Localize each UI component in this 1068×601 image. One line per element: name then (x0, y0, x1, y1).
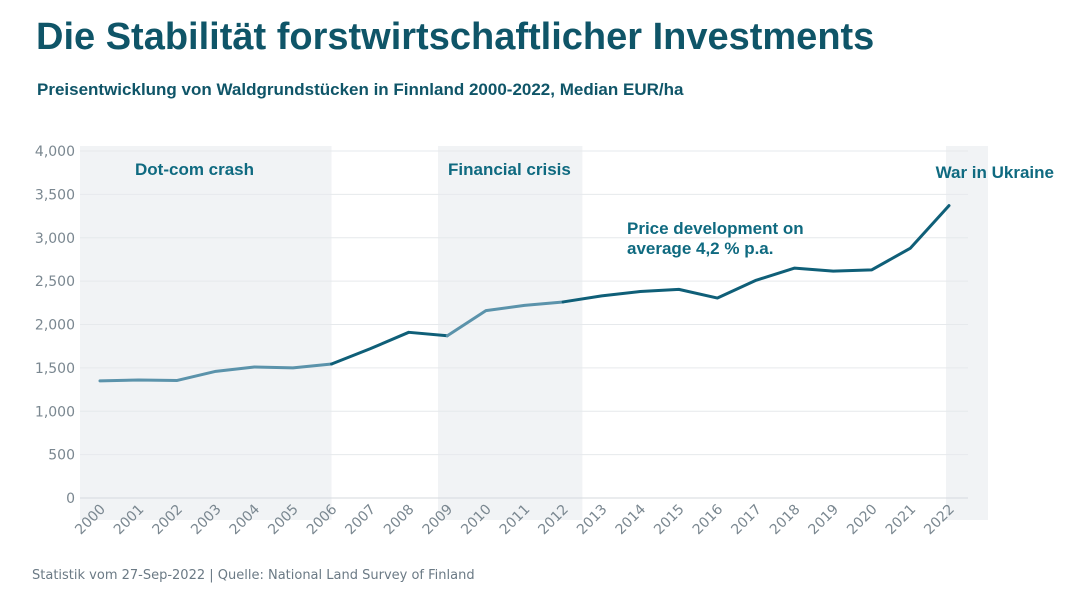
y-tick-label: 500 (48, 448, 75, 464)
y-tick-label: 0 (66, 491, 75, 507)
y-tick-label: 2,500 (35, 274, 75, 290)
x-tick-label: 2017 (728, 502, 765, 539)
series-line-segment (445, 300, 565, 338)
shaded-period-label: Financial crisis (448, 160, 571, 179)
source-note: Statistik vom 27-Sep-2022 | Quelle: Nati… (32, 568, 475, 583)
x-tick-label: 2015 (651, 502, 688, 539)
y-tick-label: 1,500 (35, 361, 75, 377)
series-line-segment (98, 362, 334, 383)
x-tick-label: 2014 (613, 501, 650, 538)
trend-annotation: average 4,2 % p.a. (627, 239, 773, 258)
y-tick-label: 3,000 (35, 231, 75, 247)
y-tick-label: 1,000 (35, 404, 75, 420)
x-tick-label: 2021 (883, 502, 920, 539)
series-line-segment (561, 204, 951, 304)
series-line-segment (330, 330, 449, 366)
chart-subtitle: Preisentwicklung von Waldgrundstücken in… (37, 80, 684, 99)
x-tick-label: 2018 (767, 502, 804, 539)
x-tick-label: 2019 (806, 502, 843, 539)
trend-annotation: Price development on (627, 219, 804, 238)
shaded-period-label: War in Ukraine (936, 163, 1054, 182)
x-tick-label: 2016 (690, 501, 727, 538)
x-tick-label: 2020 (844, 502, 881, 539)
shaded-period-band (80, 146, 332, 520)
y-tick-label: 2,000 (35, 318, 75, 334)
shaded-period-label: Dot-com crash (135, 160, 254, 179)
chart-title: Die Stabilität forstwirtschaftlicher Inv… (36, 16, 875, 58)
x-tick-label: 2007 (342, 502, 379, 539)
shaded-period-band (946, 146, 988, 520)
y-tick-label: 3,500 (35, 187, 75, 203)
x-tick-label: 2008 (381, 502, 418, 539)
y-tick-label: 4,000 (35, 144, 75, 160)
shaded-period-band (438, 146, 583, 520)
